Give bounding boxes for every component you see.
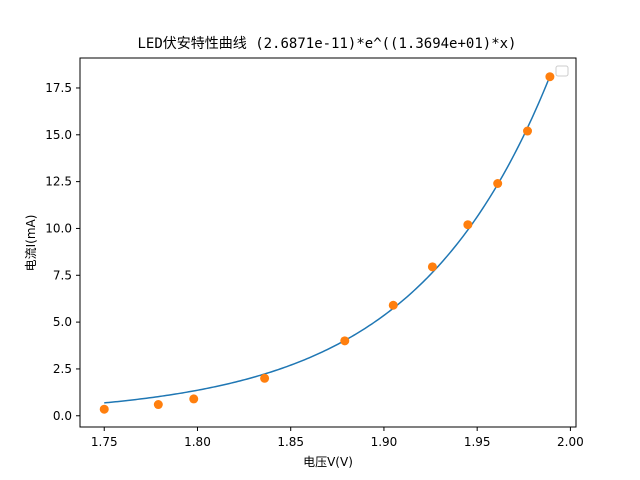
- plot-frame: [79, 57, 577, 428]
- x-tick-label: 2.00: [557, 435, 584, 449]
- x-ticks: 1.75 1.80 1.85 1.90 1.95 2.00: [91, 427, 584, 449]
- data-point: [545, 72, 555, 82]
- data-point: [493, 178, 503, 188]
- y-tick-label: 15.0: [45, 128, 72, 142]
- y-tick-label: 17.5: [45, 81, 72, 95]
- y-tick-label: 7.5: [53, 268, 72, 282]
- data-point: [260, 373, 270, 383]
- data-point: [340, 336, 350, 346]
- y-tick-label: 12.5: [45, 175, 72, 189]
- y-axis-label: 电流I(mA): [24, 215, 38, 272]
- legend-box: [555, 65, 569, 77]
- data-point: [189, 394, 199, 404]
- chart-title: LED伏安特性曲线 (2.6871e-11)*e^((1.3694e+01)*x…: [137, 36, 516, 52]
- y-tick-label: 0.0: [53, 409, 72, 423]
- y-tick-label: 10.0: [45, 221, 72, 235]
- x-tick-label: 1.80: [184, 435, 211, 449]
- data-point: [523, 126, 533, 136]
- data-point: [463, 220, 473, 230]
- x-tick-label: 1.90: [371, 435, 398, 449]
- data-point: [388, 300, 398, 310]
- data-point: [427, 262, 437, 272]
- fit-curve: [104, 75, 551, 404]
- points-layer: [99, 72, 555, 414]
- y-tick-label: 2.5: [53, 362, 72, 376]
- x-tick-label: 1.75: [91, 435, 118, 449]
- y-tick-label: 5.0: [53, 315, 72, 329]
- x-tick-label: 1.95: [464, 435, 491, 449]
- data-point: [99, 404, 109, 414]
- data-point: [153, 400, 163, 410]
- fit-layer: [104, 75, 551, 404]
- x-axis-label: 电压V(V): [303, 455, 353, 469]
- y-ticks: 0.0 2.5 5.0 7.5 10.0 12.5 15.0 17.5: [45, 81, 80, 423]
- x-tick-label: 1.85: [277, 435, 304, 449]
